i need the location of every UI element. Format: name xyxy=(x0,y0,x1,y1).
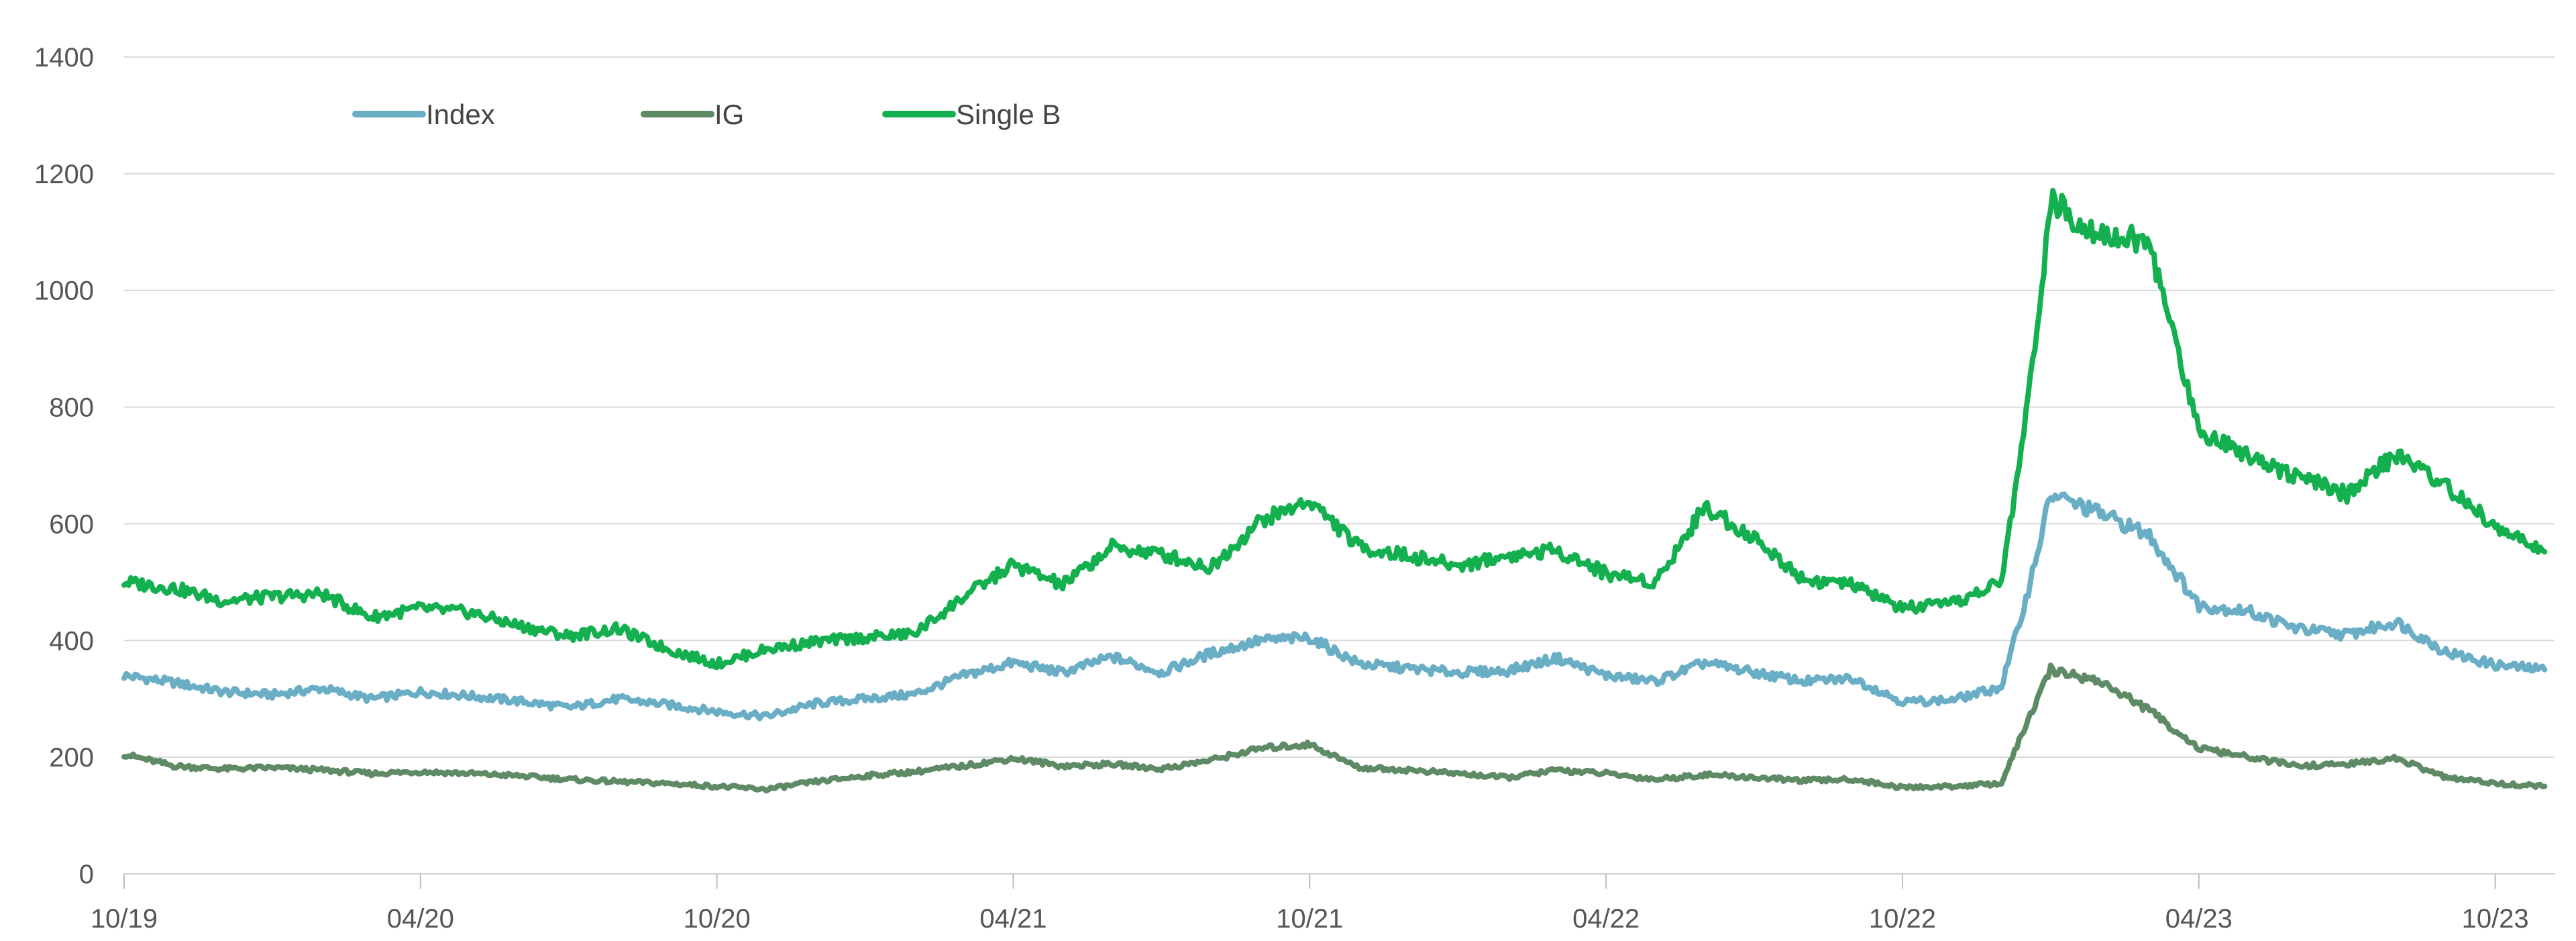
legend-label: Single B xyxy=(956,99,1061,130)
x-tick-label: 10/21 xyxy=(1276,904,1343,934)
y-tick-label: 400 xyxy=(49,626,94,656)
legend-label: Index xyxy=(426,99,495,130)
legend-label: IG xyxy=(714,99,744,130)
series-line-single-b xyxy=(121,187,2548,671)
x-tick-label: 04/23 xyxy=(2165,904,2233,934)
y-tick-label: 800 xyxy=(49,393,94,423)
y-tick-label: 200 xyxy=(49,743,94,773)
x-tick-label: 04/22 xyxy=(1572,904,1640,934)
x-tick-label: 10/20 xyxy=(684,904,751,934)
y-tick-label: 0 xyxy=(79,860,94,889)
series-line-ig xyxy=(121,662,2548,794)
y-tick-label: 600 xyxy=(49,509,94,539)
x-tick-label: 10/23 xyxy=(2462,904,2529,934)
series-lines xyxy=(121,187,2548,794)
x-tick-label: 04/21 xyxy=(979,904,1046,934)
legend: Index IG Single B xyxy=(352,99,1061,130)
y-tick-label: 1200 xyxy=(34,160,94,189)
y-axis-tick-labels: 0 200 400 600 800 1000 1200 1400 xyxy=(34,43,94,889)
x-tick-label: 10/19 xyxy=(91,904,158,934)
x-axis: 10/19 04/20 10/20 04/21 10/21 04/22 10/22 04/23… xyxy=(91,873,2555,934)
x-tick-label: 10/22 xyxy=(1869,904,1936,934)
y-tick-label: 1400 xyxy=(34,43,94,72)
series-line-index xyxy=(121,491,2548,722)
x-tick-label: 04/20 xyxy=(387,904,454,934)
y-tick-label: 1000 xyxy=(34,277,94,306)
